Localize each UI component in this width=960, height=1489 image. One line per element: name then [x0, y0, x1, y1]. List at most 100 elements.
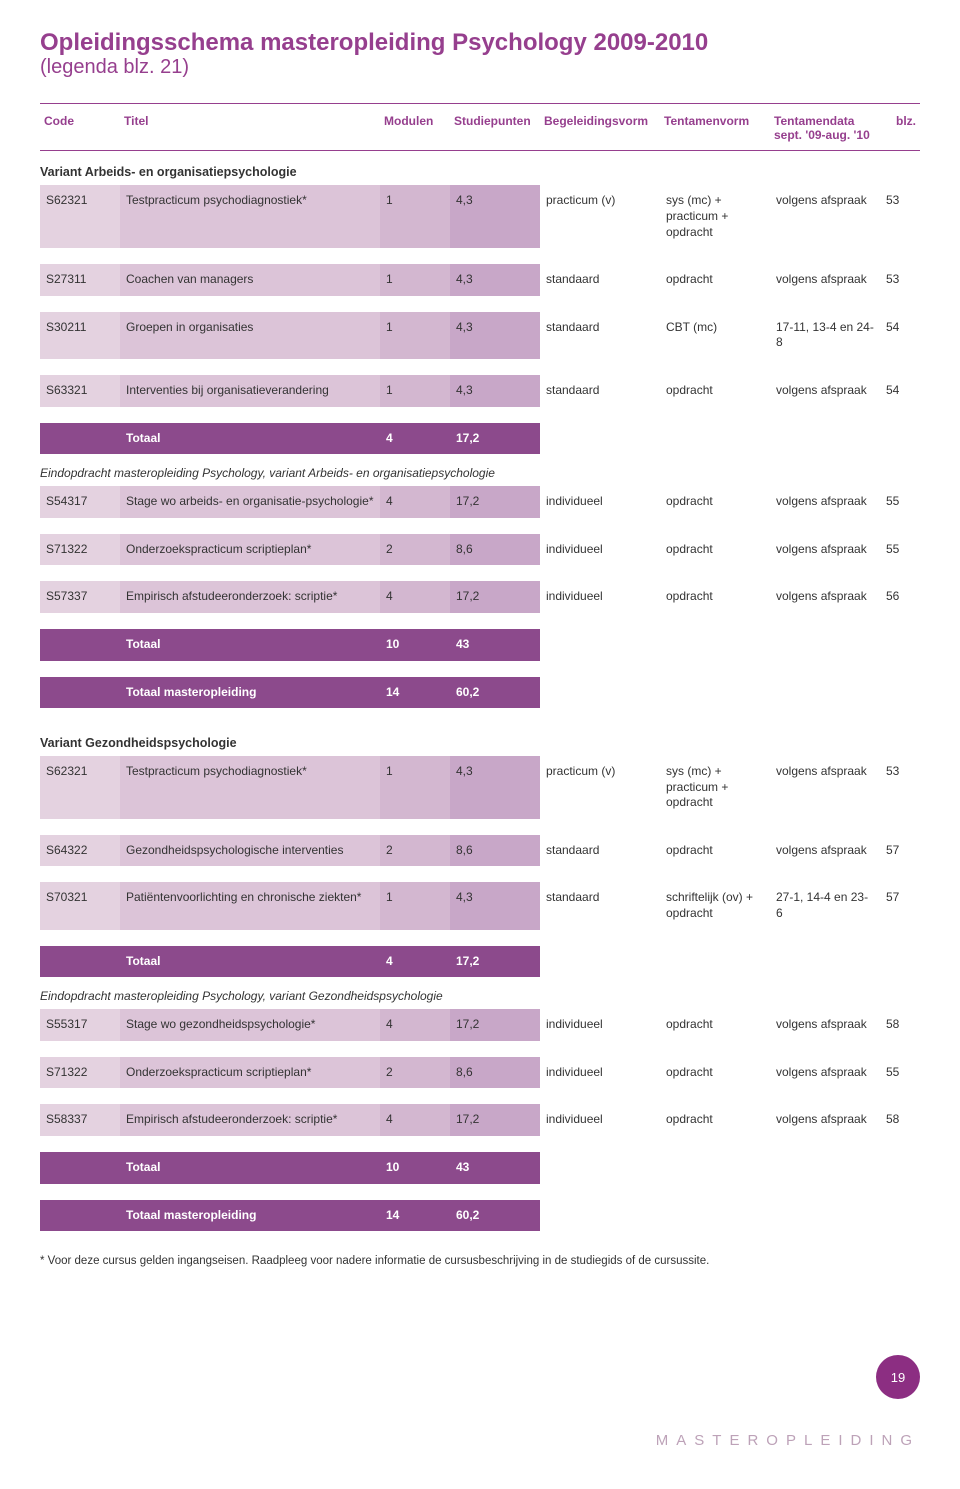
- cell-titel: Gezondheidspsychologische interventies: [120, 835, 380, 867]
- cell-td: volgens afspraak: [770, 534, 880, 566]
- cell-blz: 55: [880, 486, 920, 518]
- variant-a-eind-label: Eindopdracht masteropleiding Psychology,…: [40, 466, 920, 480]
- cell-pts: 8,6: [450, 835, 540, 867]
- cell-pts: 4,3: [450, 312, 540, 359]
- cell-pts: 17,2: [450, 486, 540, 518]
- cell-titel: Coachen van managers: [120, 264, 380, 296]
- cell-titel: Testpracticum psychodiagnostiek*: [120, 756, 380, 819]
- cell-mod: 1: [380, 882, 450, 929]
- th-tentamendata: Tentamendata sept. '09-aug. '10: [770, 114, 880, 142]
- cell-td: volgens afspraak: [770, 264, 880, 296]
- footnote: * Voor deze cursus gelden ingangseisen. …: [40, 1255, 920, 1267]
- cell-blz: 58: [880, 1104, 920, 1136]
- cell-code: S64322: [40, 835, 120, 867]
- cell-mod: 2: [380, 835, 450, 867]
- cell-mod: 2: [380, 1057, 450, 1089]
- cell-code: S71322: [40, 1057, 120, 1089]
- table-header: Code Titel Modulen Studiepunten Begeleid…: [40, 110, 920, 146]
- cell-tv: sys (mc) + practicum + opdracht: [660, 756, 770, 819]
- cell-code: S27311: [40, 264, 120, 296]
- cell-bgv: standaard: [540, 835, 660, 867]
- cell-td: volgens afspraak: [770, 375, 880, 407]
- total-mod: 4: [380, 946, 450, 978]
- cell-titel: Onderzoekspracticum scriptieplan*: [120, 534, 380, 566]
- total-mod: 10: [380, 1152, 450, 1184]
- table-row: S64322Gezondheidspsychologische interven…: [40, 835, 920, 867]
- cell-td: volgens afspraak: [770, 1057, 880, 1089]
- cell-tv: opdracht: [660, 1057, 770, 1089]
- variant-a-table2: S54317Stage wo arbeids- en organisatie-p…: [40, 486, 920, 660]
- cell-tv: CBT (mc): [660, 312, 770, 359]
- th-modulen: Modulen: [380, 114, 450, 142]
- cell-bgv: standaard: [540, 264, 660, 296]
- cell-pts: 4,3: [450, 185, 540, 248]
- table-row: S55317Stage wo gezondheidspsychologie*41…: [40, 1009, 920, 1041]
- cell-tv: opdracht: [660, 264, 770, 296]
- cell-mod: 4: [380, 486, 450, 518]
- cell-code: S54317: [40, 486, 120, 518]
- cell-pts: 17,2: [450, 581, 540, 613]
- table-row: S54317Stage wo arbeids- en organisatie-p…: [40, 486, 920, 518]
- total-mod: 10: [380, 629, 450, 661]
- cell-tv: schriftelijk (ov) + opdracht: [660, 882, 770, 929]
- divider: [40, 150, 920, 151]
- variant-a-grand: Totaal masteropleiding 14 60,2: [40, 677, 920, 709]
- cell-tv: opdracht: [660, 486, 770, 518]
- total-row: Totaal1043: [40, 629, 920, 661]
- table-row: S71322Onderzoekspracticum scriptieplan*2…: [40, 1057, 920, 1089]
- cell-bgv: standaard: [540, 312, 660, 359]
- table-row: S63321Interventies bij organisatieverand…: [40, 375, 920, 407]
- cell-td: volgens afspraak: [770, 185, 880, 248]
- total-mod: 4: [380, 423, 450, 455]
- table-row: S62321Testpracticum psychodiagnostiek*14…: [40, 756, 920, 819]
- cell-titel: Onderzoekspracticum scriptieplan*: [120, 1057, 380, 1089]
- cell-titel: Empirisch afstudeeronderzoek: scriptie*: [120, 581, 380, 613]
- grand-label: Totaal masteropleiding: [120, 1200, 380, 1232]
- cell-titel: Testpracticum psychodiagnostiek*: [120, 185, 380, 248]
- cell-blz: 53: [880, 264, 920, 296]
- cell-mod: 4: [380, 1009, 450, 1041]
- cell-pts: 8,6: [450, 1057, 540, 1089]
- cell-td: volgens afspraak: [770, 756, 880, 819]
- cell-td: volgens afspraak: [770, 835, 880, 867]
- total-label: Totaal: [120, 423, 380, 455]
- cell-pts: 4,3: [450, 882, 540, 929]
- cell-mod: 1: [380, 185, 450, 248]
- page-number-badge: 19: [876, 1355, 920, 1399]
- cell-pts: 17,2: [450, 1009, 540, 1041]
- cell-blz: 57: [880, 882, 920, 929]
- cell-code: S55317: [40, 1009, 120, 1041]
- page-subtitle: (legenda blz. 21): [40, 56, 920, 79]
- cell-tv: opdracht: [660, 1009, 770, 1041]
- cell-code: S57337: [40, 581, 120, 613]
- total-row: Totaal1043: [40, 1152, 920, 1184]
- table-row: S70321Patiëntenvoorlichting en chronisch…: [40, 882, 920, 929]
- cell-bgv: individueel: [540, 534, 660, 566]
- variant-b-grand: Totaal masteropleiding 14 60,2: [40, 1200, 920, 1232]
- cell-pts: 4,3: [450, 264, 540, 296]
- cell-bgv: standaard: [540, 375, 660, 407]
- cell-code: S70321: [40, 882, 120, 929]
- footer-section-label: MASTEROPLEIDING: [656, 1432, 920, 1449]
- cell-pts: 4,3: [450, 756, 540, 819]
- total-row: Totaal417,2: [40, 946, 920, 978]
- cell-mod: 1: [380, 312, 450, 359]
- total-label: Totaal: [120, 629, 380, 661]
- cell-td: volgens afspraak: [770, 581, 880, 613]
- cell-tv: opdracht: [660, 375, 770, 407]
- table-row: S57337Empirisch afstudeeronderzoek: scri…: [40, 581, 920, 613]
- th-blz: blz.: [880, 114, 920, 142]
- cell-bgv: individueel: [540, 1009, 660, 1041]
- table-row: S62321Testpracticum psychodiagnostiek*14…: [40, 185, 920, 248]
- cell-titel: Stage wo arbeids- en organisatie-psychol…: [120, 486, 380, 518]
- cell-bgv: practicum (v): [540, 185, 660, 248]
- total-row: Totaal417,2: [40, 423, 920, 455]
- total-label: Totaal: [120, 946, 380, 978]
- cell-blz: 55: [880, 534, 920, 566]
- total-pts: 43: [450, 629, 540, 661]
- grand-pts: 60,2: [450, 1200, 540, 1232]
- cell-pts: 4,3: [450, 375, 540, 407]
- cell-blz: 54: [880, 375, 920, 407]
- th-studiepunten: Studiepunten: [450, 114, 540, 142]
- cell-blz: 53: [880, 185, 920, 248]
